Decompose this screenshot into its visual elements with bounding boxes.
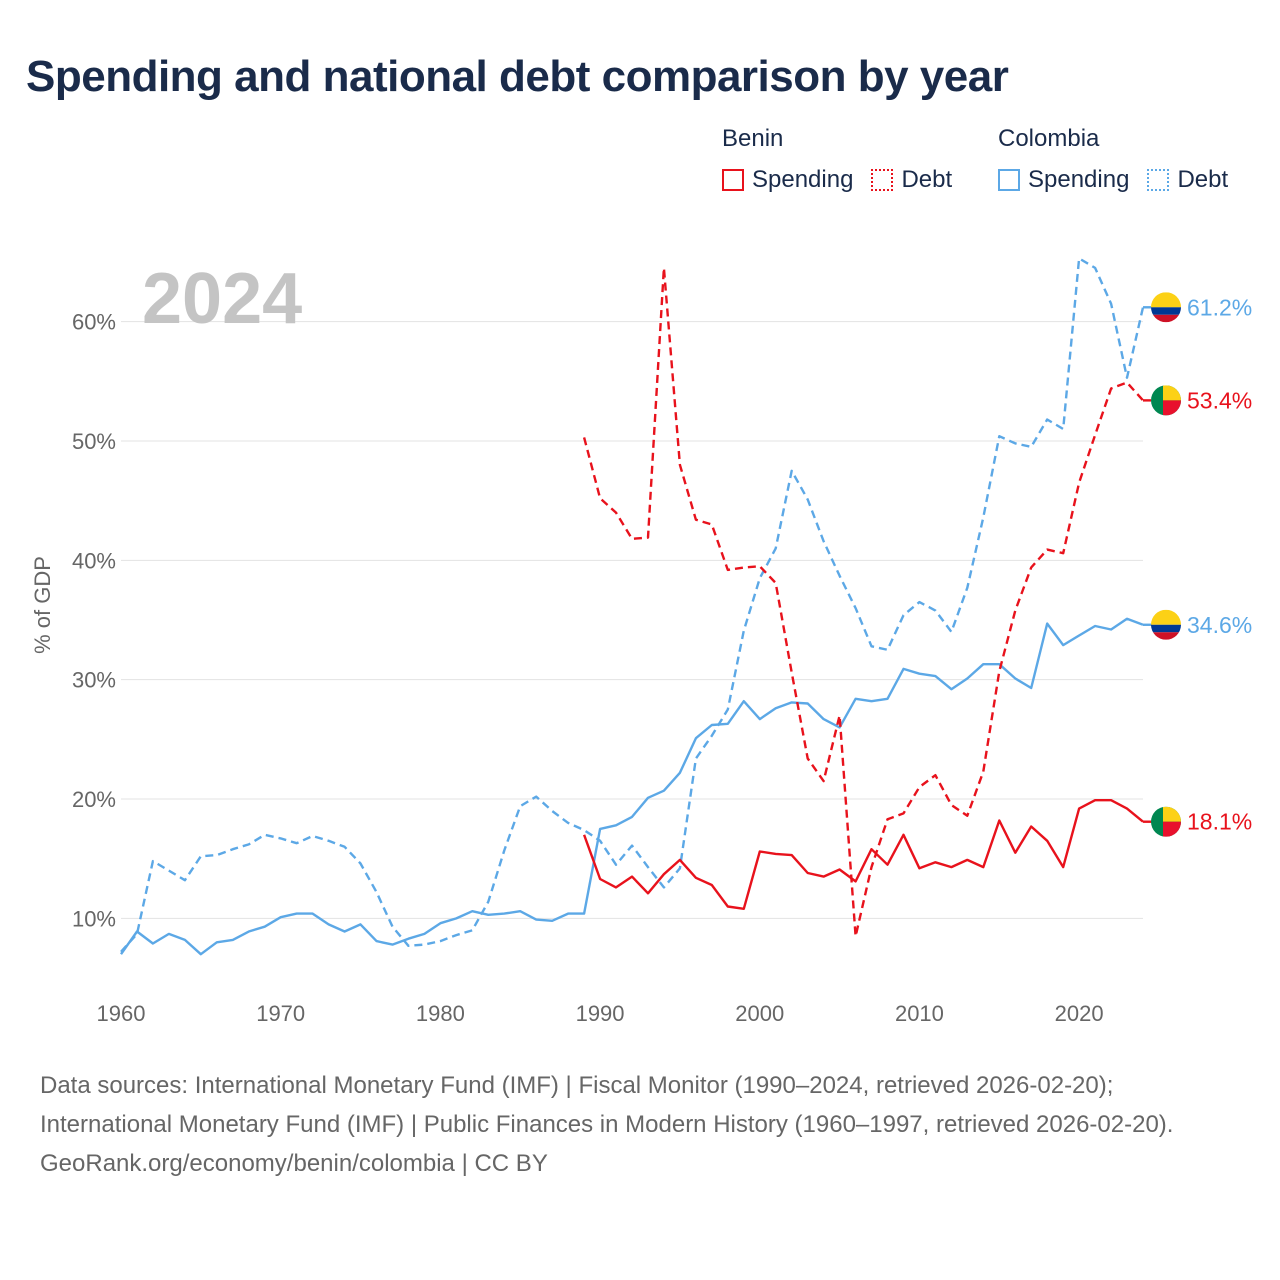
end-value-label: 53.4% (1187, 387, 1252, 413)
grid-lines (121, 321, 1143, 919)
series-lines (120, 257, 1145, 956)
legend-group-colombia: Colombia Spending Debt (998, 124, 1246, 194)
x-tick-label: 2000 (735, 1001, 784, 1026)
line-chart: 2024 % of GDP 10% 20% 30% 40% 50% 60% 1960 197… (30, 257, 1252, 1026)
legend-label: Debt (901, 166, 953, 193)
y-tick-labels: 10% 20% 30% 40% 50% 60% (72, 310, 116, 932)
legend-group-name: Benin (722, 125, 784, 152)
chart-title: Spending and national debt comparison by… (26, 52, 1009, 101)
legend-swatch-solid (998, 169, 1020, 191)
x-tick-labels: 1960 1970 1980 1990 2000 2010 2020 (97, 1001, 1104, 1026)
x-tick-label: 1970 (256, 1001, 305, 1026)
legend-swatch-dotted (1147, 169, 1170, 191)
x-tick-label: 2010 (895, 1001, 944, 1026)
benin-flag-icon (1151, 385, 1181, 416)
data-sources: Data sources: International Monetary Fun… (40, 1072, 1174, 1138)
end-value-label: 18.1% (1187, 809, 1252, 835)
footer: Data sources: International Monetary Fun… (40, 1066, 1240, 1183)
end-marker-benin-debt: 53.4% (1143, 385, 1252, 416)
y-axis-label: % of GDP (30, 556, 55, 654)
x-tick-label: 1960 (97, 1001, 146, 1026)
end-value-label: 34.6% (1187, 612, 1252, 638)
end-marker-benin-spending: 18.1% (1143, 806, 1252, 837)
end-value-label: 61.2% (1187, 294, 1252, 320)
legend-item-colombia-debt[interactable]: Debt (1147, 166, 1228, 194)
x-tick-label: 1980 (416, 1001, 465, 1026)
y-tick-label: 10% (72, 906, 116, 931)
colombia-flag-icon (1151, 292, 1181, 323)
colombia-flag-icon (1151, 609, 1181, 640)
legend-label: Spending (1028, 166, 1130, 193)
y-tick-label: 60% (72, 310, 116, 335)
legend-swatch-dotted (871, 169, 894, 191)
benin-flag-icon (1151, 806, 1181, 837)
legend-label: Debt (1177, 166, 1229, 193)
series-line-benin-debt[interactable] (582, 266, 1144, 938)
series-line-benin-spending[interactable] (582, 799, 1144, 910)
y-tick-label: 30% (72, 668, 116, 693)
x-tick-label: 2020 (1055, 1001, 1104, 1026)
series-line-colombia-spending[interactable] (120, 617, 1144, 956)
end-marker-colombia-spending: 34.6% (1143, 609, 1252, 640)
y-tick-label: 20% (72, 787, 116, 812)
legend-label: Spending (752, 166, 854, 193)
end-marker-colombia-debt: 61.2% (1143, 292, 1252, 323)
series-line-colombia-debt[interactable] (120, 257, 1145, 953)
credit-link[interactable]: GeoRank.org/economy/benin/colombia | CC … (40, 1150, 548, 1177)
legend-group-name: Colombia (998, 125, 1100, 152)
y-tick-label: 50% (72, 429, 116, 454)
y-tick-label: 40% (72, 548, 116, 573)
x-tick-label: 1990 (576, 1001, 625, 1026)
legend-item-benin-debt[interactable]: Debt (871, 166, 952, 194)
legend-swatch-solid (722, 169, 744, 191)
legend-item-colombia-spending[interactable]: Spending (998, 166, 1129, 194)
legend-item-benin-spending[interactable]: Spending (722, 166, 853, 194)
legend-group-benin: Benin Spending Debt (722, 124, 970, 194)
year-watermark: 2024 (142, 259, 302, 339)
end-markers: 34.6% 61.2% 18.1% 53.4% (1143, 292, 1252, 837)
